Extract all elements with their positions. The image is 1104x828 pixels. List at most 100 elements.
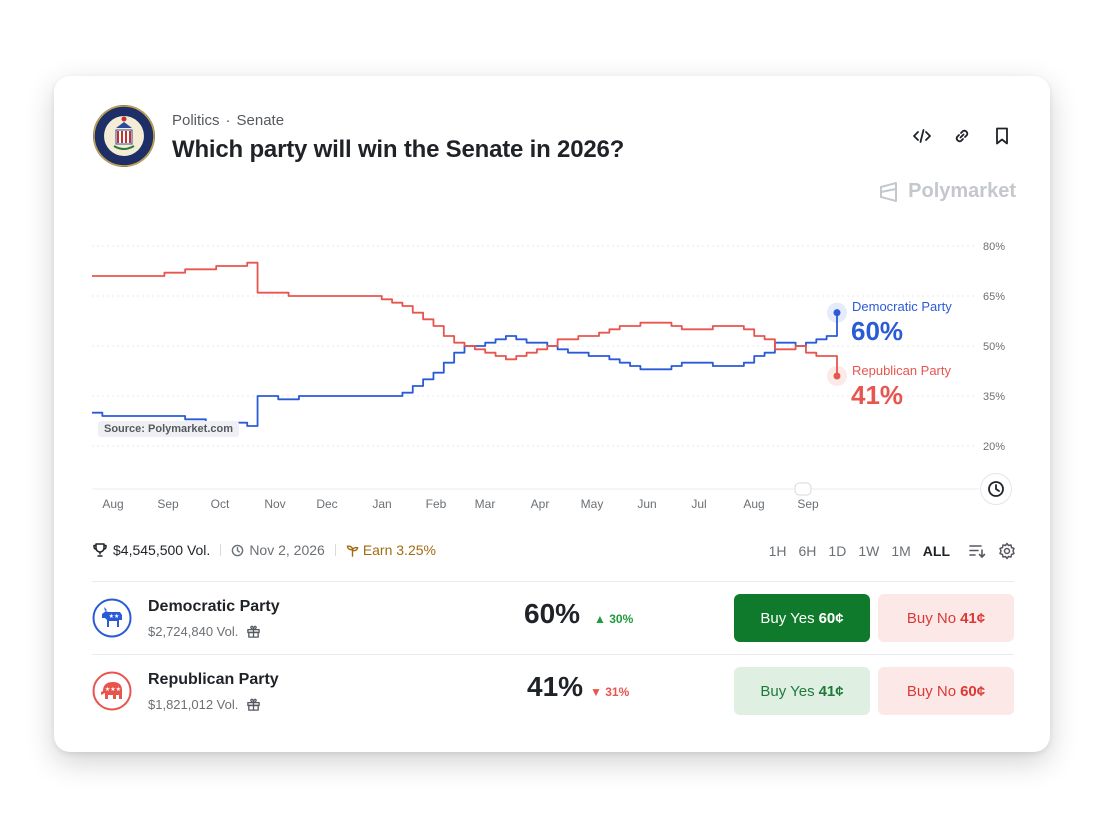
series-end-dot <box>833 309 841 317</box>
y-tick-label: 50% <box>983 341 1005 353</box>
chart-source-label: Source: Polymarket.com <box>98 421 239 437</box>
outcome-name: Democratic Party <box>148 598 280 615</box>
x-tick-label: Dec <box>316 497 337 511</box>
earn-link[interactable]: Earn 3.25% <box>362 542 436 558</box>
polymarket-logo-icon <box>880 181 898 202</box>
range-1d[interactable]: 1D <box>828 543 847 559</box>
embed-button[interactable] <box>912 126 932 146</box>
outcome-volume: $1,821,012 Vol. <box>148 697 261 712</box>
bookmark-icon <box>996 127 1008 145</box>
trophy-icon <box>93 543 107 557</box>
breadcrumb-subcategory[interactable]: Senate <box>236 112 285 129</box>
outcome-change-value: 30% <box>609 612 634 626</box>
series-line-republican <box>92 261 838 376</box>
buy-yes-label: Buy Yes <box>760 609 815 627</box>
market-stats: $4,545,500 Vol. Nov 2, 2026 Earn 3.25% <box>92 542 436 558</box>
outcome-percent: 41% <box>527 671 584 702</box>
y-tick-label: 20% <box>983 441 1005 453</box>
x-tick-label: May <box>581 497 604 511</box>
republican-elephant-icon: ★★★ <box>92 671 132 711</box>
range-all[interactable]: ALL <box>922 543 950 559</box>
sort-icon[interactable] <box>968 542 986 560</box>
buy-yes-button[interactable]: Buy Yes 41¢ <box>734 667 870 715</box>
copy-link-button[interactable] <box>952 126 972 146</box>
polymarket-brand: Polymarket <box>878 180 1016 203</box>
clock-icon <box>988 481 1004 497</box>
outcome-row-democratic[interactable]: ★★ Democratic Party $2,724,840 Vol. 60% … <box>92 582 1014 654</box>
series-end-halo <box>827 366 847 386</box>
x-tick-label: Sep <box>157 497 179 511</box>
triangle-up-icon: ▲ <box>594 612 606 626</box>
series-label-name: Republican Party <box>852 363 951 378</box>
range-selector: 1H 6H 1D 1W 1M ALL <box>769 542 1016 560</box>
series-label-value: 60% <box>851 316 903 346</box>
market-card: Politics · Senate Which party will win the… <box>54 76 1050 752</box>
gift-icon[interactable] <box>246 624 261 639</box>
x-tick-label: Feb <box>426 497 447 511</box>
settings-icon[interactable] <box>998 542 1016 560</box>
series-label-value: 41% <box>851 380 903 410</box>
range-6h[interactable]: 6H <box>798 543 817 559</box>
timeline-handle <box>794 482 812 496</box>
divider <box>92 581 1014 582</box>
buy-no-button[interactable]: Buy No 41¢ <box>878 594 1014 642</box>
bookmark-button[interactable] <box>992 126 1012 146</box>
buy-yes-price: 60¢ <box>818 609 844 627</box>
range-1h[interactable]: 1H <box>768 543 787 559</box>
embed-icon <box>913 129 931 143</box>
range-1m[interactable]: 1M <box>891 543 911 559</box>
buy-yes-button[interactable]: Buy Yes 60¢ <box>734 594 870 642</box>
x-tick-label: Jan <box>372 497 391 511</box>
outcome-volume-text: $2,724,840 Vol. <box>148 624 239 639</box>
democratic-donkey-icon: ★★ <box>92 598 132 638</box>
brand-name: Polymarket <box>908 180 1016 202</box>
svg-text:★★★: ★★★ <box>105 686 121 693</box>
buy-no-price: 60¢ <box>960 682 986 700</box>
market-end-date: Nov 2, 2026 <box>249 542 325 558</box>
x-tick-label: Jun <box>637 497 656 511</box>
buy-no-price: 41¢ <box>960 609 986 627</box>
x-tick-label: Nov <box>264 497 285 511</box>
outcome-percent: 60% <box>524 598 581 629</box>
x-tick-label: Oct <box>211 497 230 511</box>
y-tick-label: 65% <box>983 291 1005 303</box>
market-volume: $4,545,500 Vol. <box>113 542 211 558</box>
breadcrumb-category[interactable]: Politics <box>172 112 220 129</box>
senate-seal-logo <box>93 105 155 167</box>
x-tick-label: Aug <box>743 497 764 511</box>
x-tick-label: Aug <box>102 497 123 511</box>
buy-yes-price: 41¢ <box>818 682 844 700</box>
range-1w[interactable]: 1W <box>858 543 880 559</box>
y-tick-label: 80% <box>983 241 1005 253</box>
page-title: Which party will win the Senate in 2026? <box>172 136 625 163</box>
outcome-change-value: 31% <box>605 685 630 699</box>
header-actions <box>912 126 1012 146</box>
triangle-down-icon: ▼ <box>590 685 602 699</box>
buy-yes-label: Buy Yes <box>760 682 815 700</box>
buy-no-label: Buy No <box>906 682 957 700</box>
outcome-row-republican[interactable]: ★★★ Republican Party $1,821,012 Vol. 41%… <box>92 655 1014 727</box>
y-tick-label: 35% <box>983 391 1005 403</box>
gift-icon[interactable] <box>246 697 261 712</box>
outcome-change: ▲ 30% <box>594 612 633 626</box>
svg-text:★★: ★★ <box>109 613 120 620</box>
outcome-name: Republican Party <box>148 671 279 688</box>
divider <box>92 654 1014 655</box>
outcome-volume: $2,724,840 Vol. <box>148 624 261 639</box>
outcome-volume-text: $1,821,012 Vol. <box>148 697 239 712</box>
series-line-democratic <box>92 312 838 427</box>
x-tick-label: Sep <box>797 497 819 511</box>
sprout-icon <box>346 545 359 557</box>
buy-no-button[interactable]: Buy No 60¢ <box>878 667 1014 715</box>
clock-icon <box>232 544 244 556</box>
x-tick-label: Jul <box>691 497 706 511</box>
series-end-halo <box>827 302 847 323</box>
x-tick-label: Mar <box>475 497 496 511</box>
breadcrumb: Politics · Senate <box>172 112 285 129</box>
x-tick-label: Apr <box>531 497 550 511</box>
series-label-name: Democratic Party <box>852 299 952 314</box>
series-end-dot <box>833 372 841 380</box>
time-range-button[interactable] <box>980 473 1012 505</box>
buy-no-label: Buy No <box>906 609 957 627</box>
outcome-change: ▼ 31% <box>590 685 629 699</box>
